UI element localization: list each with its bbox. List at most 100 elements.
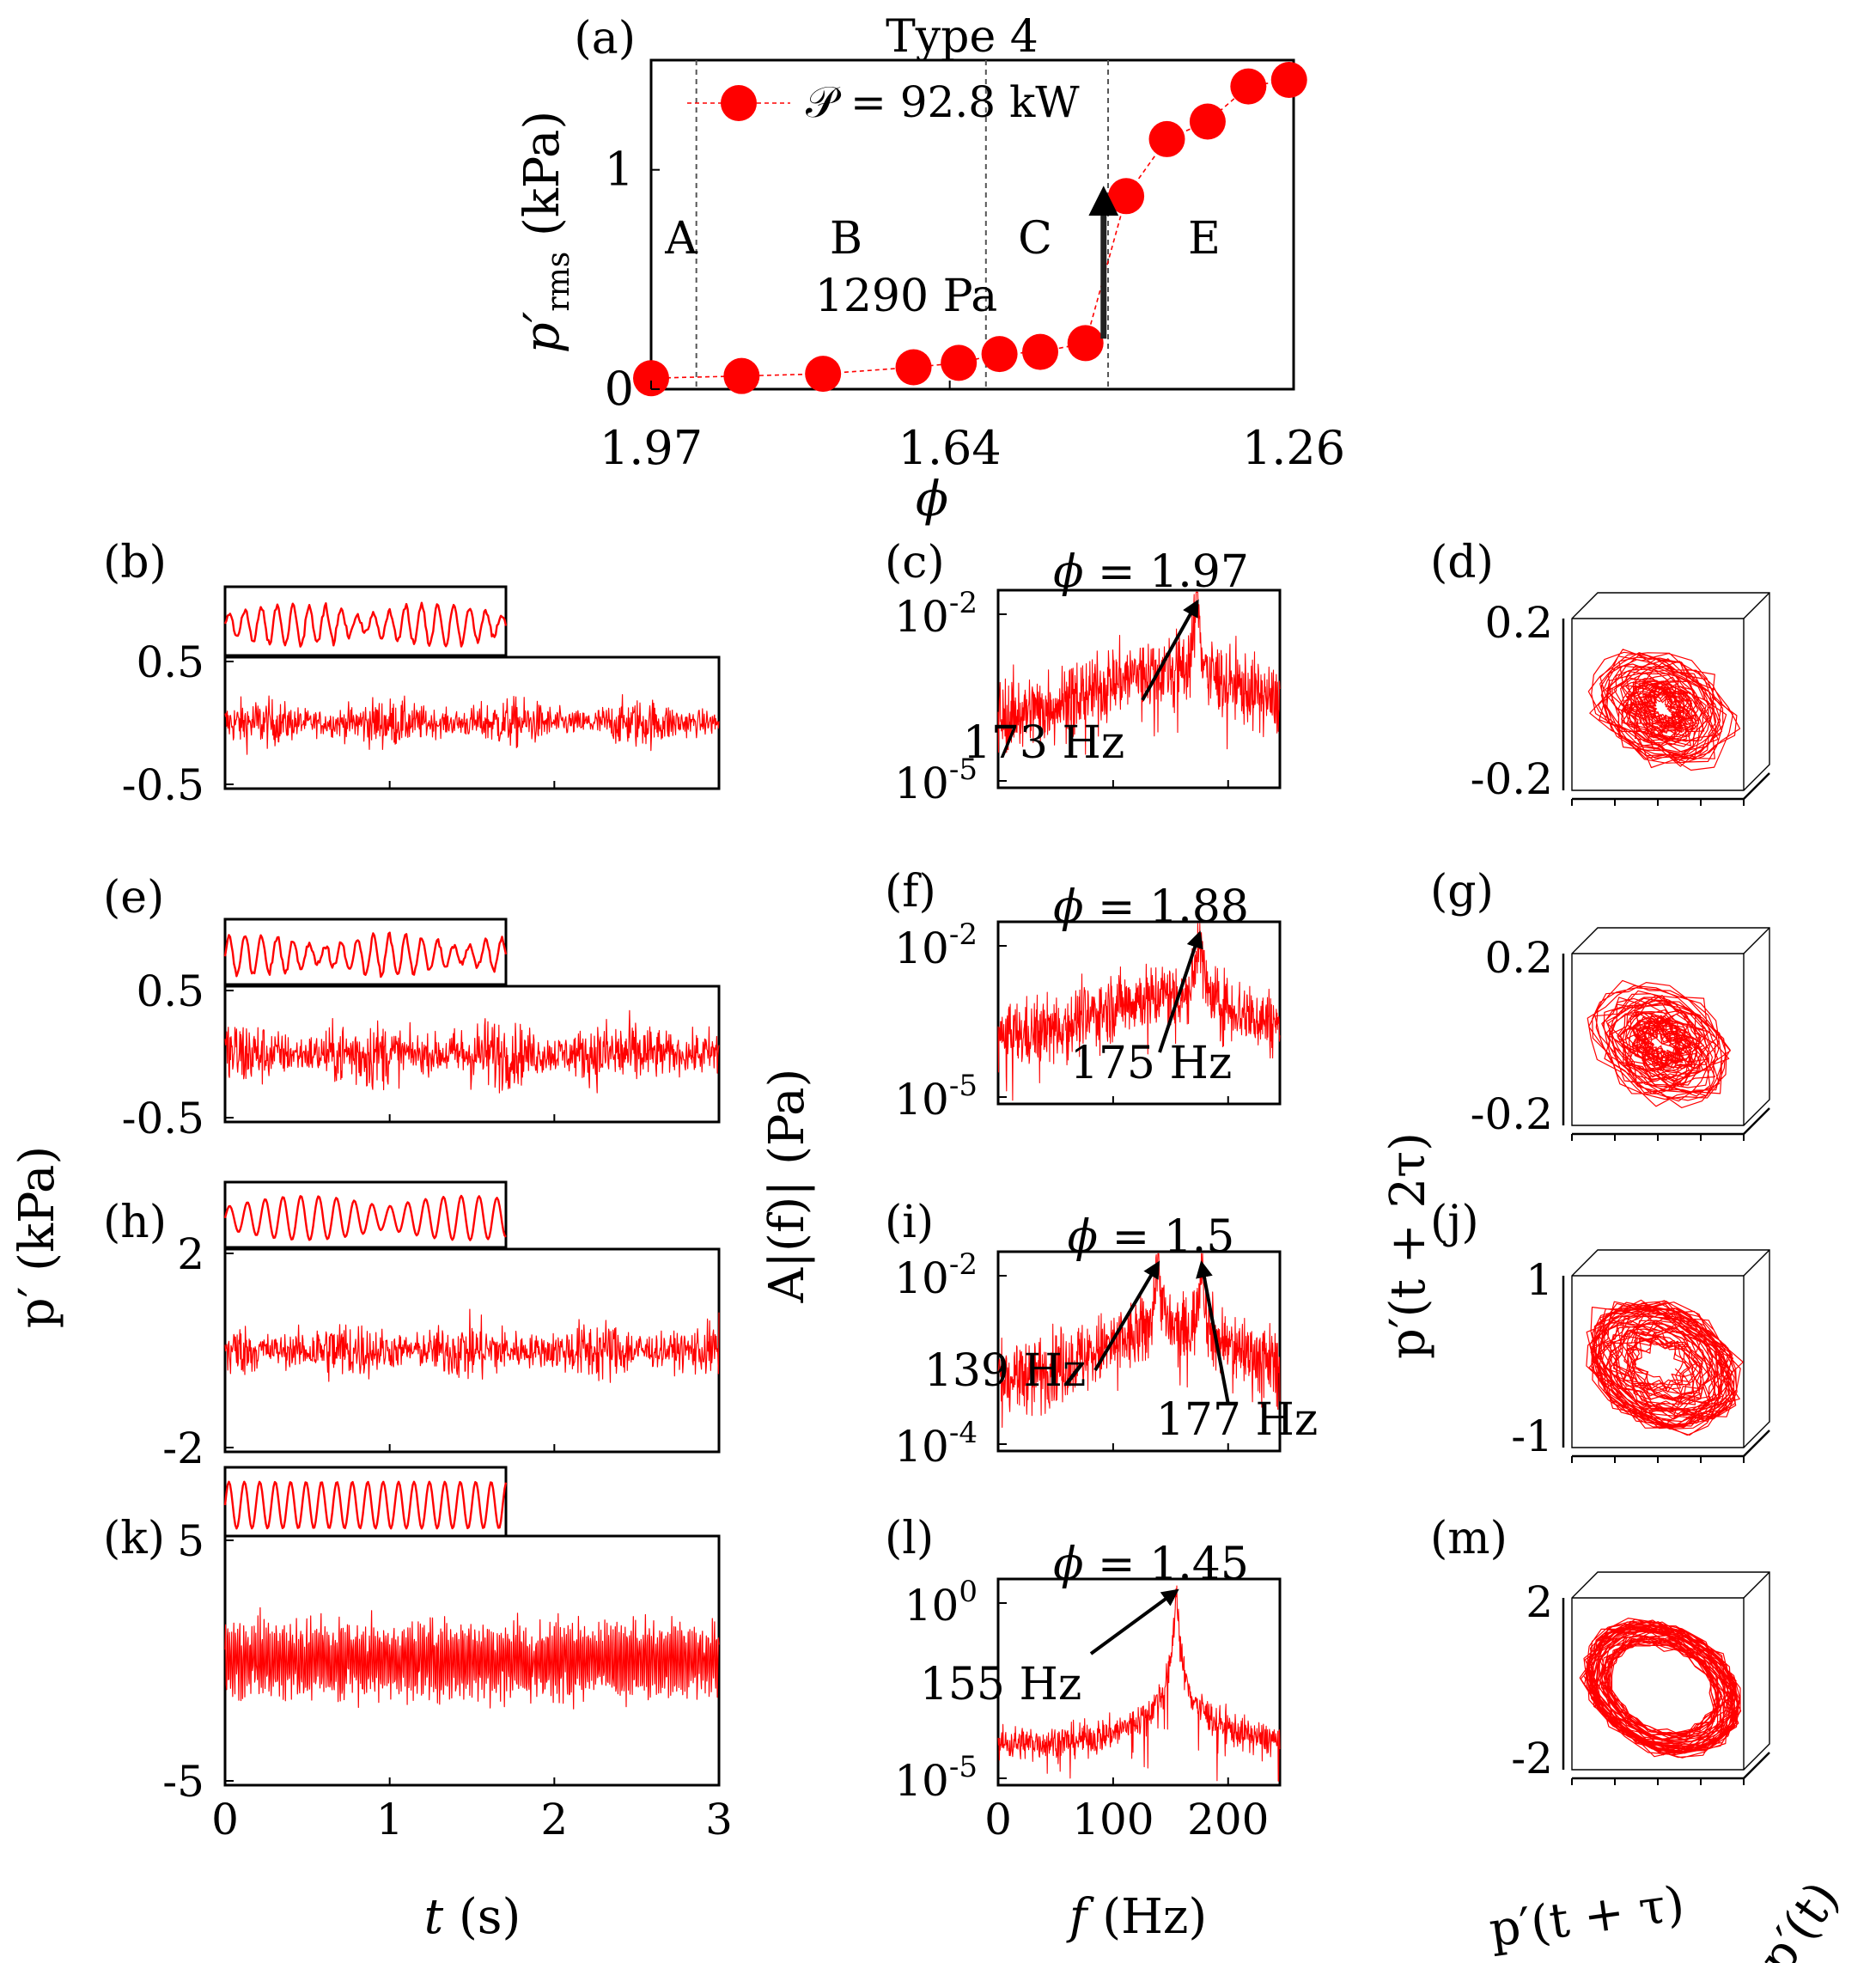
data-point-a-3 [895,349,932,386]
panel-f-spectrum [997,923,1281,1101]
panel-f-title: ϕ = 1.88 [1053,881,1249,933]
peak-arrow-f-0 [1158,930,1203,1053]
ytick-i-1: 10-4 [894,1416,978,1472]
panel-b-inset-signal [223,601,508,648]
xtick-a-2: 1.26 [1242,421,1345,475]
panel-g-orbit [1587,979,1731,1108]
panel-m-floor-z [1743,1752,1770,1779]
ytick-e-1: -0.5 [122,1094,204,1143]
peak-label-i-0: 139 Hz [924,1345,1087,1397]
ytick-i-0: 10-2 [894,1247,978,1303]
xtick-l-2: 200 [1187,1795,1269,1844]
ytick-a-0: 0 [605,362,634,416]
peak-arrow-i-1 [1196,1260,1230,1405]
region-label-c: C [1018,213,1052,265]
panel-f-frame [996,920,1282,1106]
phase-xlabel: p′(t + τ) [1486,1876,1688,1959]
data-point-a-4 [941,344,978,381]
ytick-g-1: -0.2 [1471,1089,1553,1139]
data-point-a-9 [1148,120,1185,157]
xtick-k-3: 3 [705,1795,733,1844]
xtick-k-0: 0 [211,1795,239,1844]
ytick-m-1: -2 [1511,1734,1553,1783]
xtick-l-1: 100 [1072,1795,1154,1844]
spectrum-ylabel: A|(f)| (Pa) [759,1069,815,1304]
panel-h-signal [224,1308,720,1383]
data-point-a-2 [805,356,842,393]
panel-b-inset-frame [223,585,508,657]
peak-arrow-l-0 [1089,1588,1179,1655]
ytick-h-1: -2 [162,1423,204,1473]
panel-m-orbit [1579,1618,1742,1759]
xtick-k-1: 1 [376,1795,404,1844]
panel-label-i: (i) [885,1197,934,1248]
phase-ylabel: p′(t + 2τ) [1380,1132,1436,1359]
panel-label-c: (c) [885,537,945,588]
peak-label-f-0: 175 Hz [1070,1038,1233,1089]
panel-k-signal [224,1606,720,1710]
ytick-c-0: 10-2 [894,586,978,642]
ytick-m-0: 2 [1526,1577,1553,1627]
panel-label-d: (d) [1430,537,1494,588]
ytick-d-0: 0.2 [1484,598,1553,648]
ytick-j-1: -1 [1511,1411,1553,1461]
data-point-a-1 [723,357,760,394]
data-point-a-12 [1270,61,1307,98]
panel-d-box-edge-diag [1743,592,1770,619]
data-point-a-8 [1108,178,1145,215]
panel-e-frame [223,985,721,1124]
panel-i-spectrum [997,1253,1281,1429]
ytick-h-0: 2 [177,1229,204,1279]
ytick-c-1: 10-5 [894,753,978,808]
panel-label-m: (m) [1430,1513,1508,1564]
panel-l-title: ϕ = 1.45 [1053,1539,1249,1590]
ytick-f-1: 10-5 [894,1069,978,1125]
panel-e-inset-signal [223,931,508,978]
data-point-a-7 [1067,325,1104,362]
xtick-a-0: 1.97 [600,421,703,475]
panel-label-f: (f) [885,866,936,917]
xtick-k-2: 2 [540,1795,568,1844]
panel-d-floor-z [1743,772,1770,800]
region-label-e: E [1188,213,1221,265]
region-label-a: A [664,213,698,265]
panel-d-orbit [1587,649,1741,771]
data-point-a-10 [1189,103,1226,140]
peak-label-l-0: 155 Hz [920,1659,1082,1710]
legend-label: 𝒫 = 92.8 kW [806,77,1080,127]
panel-h-inset-signal [223,1194,507,1241]
panel-j-orbit [1586,1299,1744,1436]
panel-a-title: Type 4 [886,11,1038,63]
panel-k-xlabel: t (s) [424,1889,521,1945]
panel-g-box-edge-diag [1743,927,1770,954]
ytick-g-0: 0.2 [1484,933,1553,983]
panel-l-frame [996,1577,1282,1787]
panel-m-box-edge-diag [1743,1571,1770,1599]
panel-label-b: (b) [103,537,167,588]
ytick-e-0: 0.5 [136,966,204,1016]
peak-label-i-1: 177 Hz [1156,1394,1319,1446]
data-point-a-11 [1230,68,1267,105]
ytick-b-0: 0.5 [136,637,204,687]
jump-annotation: 1290 Pa [815,271,998,322]
panel-label-k: (k) [103,1513,165,1564]
panel-j-floor-z [1743,1430,1770,1457]
data-point-a-6 [1022,333,1059,370]
panel-label-l: (l) [885,1513,934,1564]
panel-a-ylabel: p′rms (kPa) [515,111,576,353]
ytick-b-1: -0.5 [122,760,204,810]
data-point-a-5 [981,336,1018,373]
panel-l-xlabel: f (Hz) [1066,1889,1208,1945]
ytick-d-1: -0.2 [1471,754,1553,804]
panel-b-signal [224,694,720,755]
ytick-k-1: -5 [162,1757,204,1807]
data-point-a-0 [633,360,669,397]
panel-g-floor-z [1743,1107,1770,1135]
panel-label-e: (e) [103,872,164,924]
ytick-f-0: 10-2 [894,917,978,973]
panel-a-xlabel: ϕ [916,472,948,527]
panel-l-spectrum [997,1585,1281,1782]
panel-label-h: (h) [103,1197,167,1248]
peak-label-c-0: 173 Hz [963,717,1125,769]
